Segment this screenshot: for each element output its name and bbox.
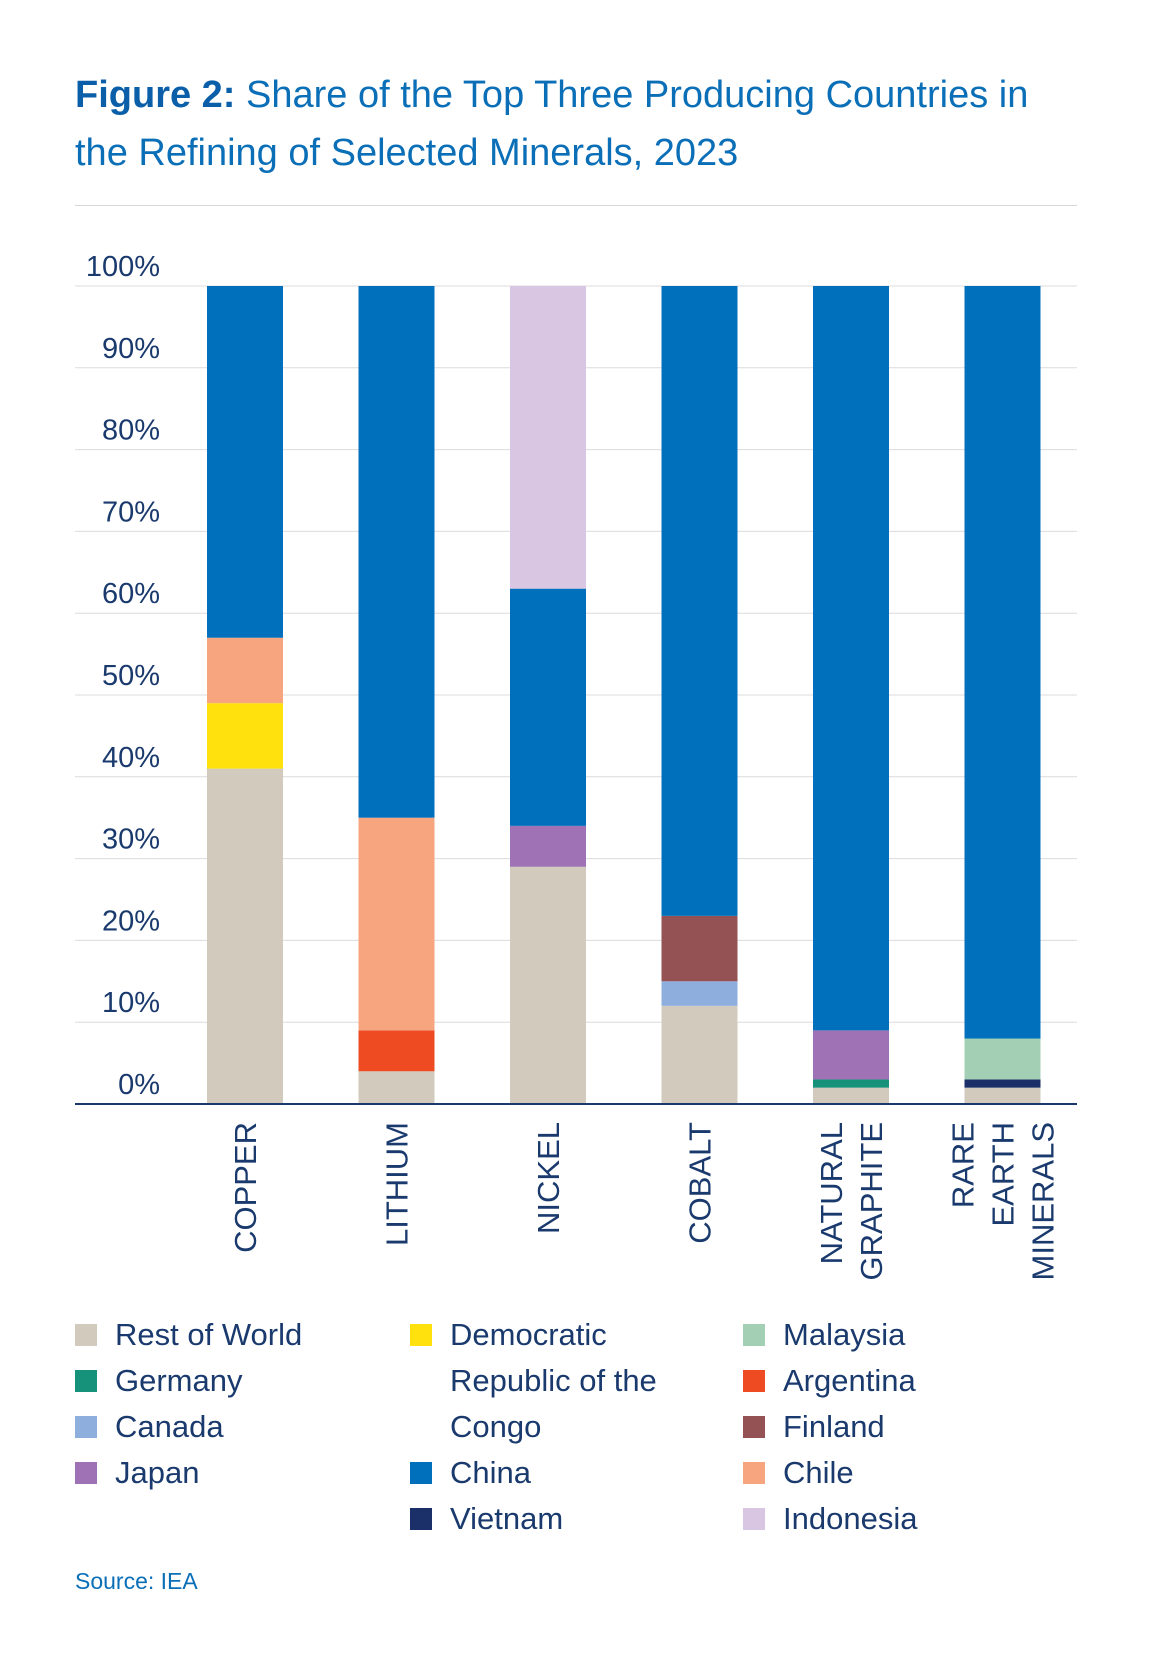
legend-label: China	[450, 1455, 531, 1490]
x-category-label: COPPER	[228, 1122, 263, 1253]
legend-column: Malaysia Argentina Finland Chile Indonesia	[743, 1312, 1043, 1542]
bar-segment	[207, 703, 283, 769]
bar-segment	[358, 1030, 435, 1072]
legend-item: Indonesia	[743, 1496, 1043, 1542]
legend-item: Chile	[743, 1450, 1043, 1496]
bar-segment	[358, 817, 435, 1031]
bar-segment	[661, 286, 738, 916]
legend-label: Malaysia	[783, 1317, 906, 1352]
bar-segment	[207, 637, 283, 704]
bar-segment	[813, 286, 889, 1031]
bar-segment	[207, 286, 283, 638]
legend-swatch	[75, 1370, 97, 1392]
bar-segment	[207, 768, 283, 1104]
y-tick-label: 100%	[86, 251, 160, 283]
bar-segment	[510, 825, 586, 867]
y-tick-label: 10%	[102, 987, 160, 1019]
legend-swatch	[743, 1462, 765, 1484]
bar-segment	[813, 1087, 889, 1104]
legend-swatch	[410, 1324, 432, 1346]
x-category-label: LITHIUM	[380, 1122, 415, 1246]
x-category-label: COBALT	[683, 1122, 718, 1244]
legend-swatch	[75, 1324, 97, 1346]
bar-segment	[510, 866, 586, 1104]
legend-column: Rest of World Germany Canada Japan	[75, 1312, 375, 1496]
y-tick-label: 90%	[102, 333, 160, 365]
legend-label: Rest of World	[115, 1317, 303, 1352]
legend-swatch	[410, 1462, 432, 1484]
bar-segment	[964, 1087, 1041, 1104]
legend-swatch	[75, 1462, 97, 1484]
legend-label: Canada	[115, 1409, 224, 1444]
legend-label: Vietnam	[450, 1501, 564, 1536]
legend-item: Rest of World	[75, 1312, 375, 1358]
x-category-label: EARTH	[986, 1122, 1021, 1227]
y-tick-label: 40%	[102, 742, 160, 774]
legend-item: Argentina	[743, 1358, 1043, 1404]
legend-swatch	[743, 1324, 765, 1346]
legend-label: Chile	[783, 1455, 854, 1490]
bar-segment	[510, 286, 586, 589]
legend-swatch	[743, 1370, 765, 1392]
legend-column: Democratic Republic of the Congo China Vie…	[410, 1312, 710, 1542]
legend-item: Finland	[743, 1404, 1043, 1450]
y-tick-label: 30%	[102, 824, 160, 856]
bar-segment	[358, 286, 435, 818]
bar-segment	[813, 1079, 889, 1088]
legend-item: Canada	[75, 1404, 375, 1450]
y-tick-label: 0%	[118, 1069, 160, 1101]
bar-segment	[964, 286, 1041, 1039]
legend-label: Germany	[115, 1363, 243, 1398]
legend-item: Democratic Republic of the Congo	[410, 1312, 710, 1450]
legend-label: Indonesia	[783, 1501, 918, 1536]
y-tick-label: 50%	[102, 660, 160, 692]
legend-swatch	[743, 1416, 765, 1438]
x-category-label: GRAPHITE	[854, 1122, 889, 1280]
y-tick-label: 80%	[102, 415, 160, 447]
source-note: Source: IEA	[75, 1568, 198, 1594]
figure-title-text: Share of the Top Three Producing Countri…	[75, 74, 1029, 174]
legend-label: Finland	[783, 1409, 885, 1444]
y-tick-label: 20%	[102, 905, 160, 937]
legend-item: Japan	[75, 1450, 375, 1496]
bar-segment	[964, 1038, 1041, 1080]
y-tick-label: 60%	[102, 578, 160, 610]
bar-segment	[964, 1079, 1041, 1088]
legend-swatch	[75, 1416, 97, 1438]
bar-segment	[661, 1005, 738, 1104]
legend-label: Japan	[115, 1455, 200, 1490]
x-category-label: NATURAL	[814, 1122, 849, 1264]
legend-label: Argentina	[783, 1363, 916, 1398]
bar-segment	[510, 588, 586, 826]
figure-title: Figure 2: Share of the Top Three Produci…	[75, 66, 1085, 182]
legend-item: Malaysia	[743, 1312, 1043, 1358]
bar-segment	[661, 915, 738, 982]
x-category-label: RARE	[946, 1122, 981, 1208]
title-divider	[75, 205, 1077, 206]
bar-segment	[813, 1030, 889, 1080]
legend-swatch	[743, 1508, 765, 1530]
x-category-label: NICKEL	[531, 1122, 566, 1234]
bar-segment	[358, 1071, 435, 1104]
legend-swatch	[410, 1508, 432, 1530]
legend-item: Germany	[75, 1358, 375, 1404]
stacked-bar-chart: 0% 10% 20% 30% 40% 50% 60% 70% 80% 90% 100% COPPER L…	[75, 251, 1077, 1280]
bar-segment	[661, 981, 738, 1006]
legend-label: Democratic Republic of the Congo	[450, 1317, 657, 1444]
legend-item: China	[410, 1450, 710, 1496]
figure-label: Figure 2:	[75, 74, 236, 116]
y-tick-label: 70%	[102, 496, 160, 528]
x-category-label: MINERALS	[1026, 1122, 1061, 1280]
legend-item: Vietnam	[410, 1496, 710, 1542]
legend: Rest of World Germany Canada Japan Democrati…	[75, 1312, 1075, 1552]
